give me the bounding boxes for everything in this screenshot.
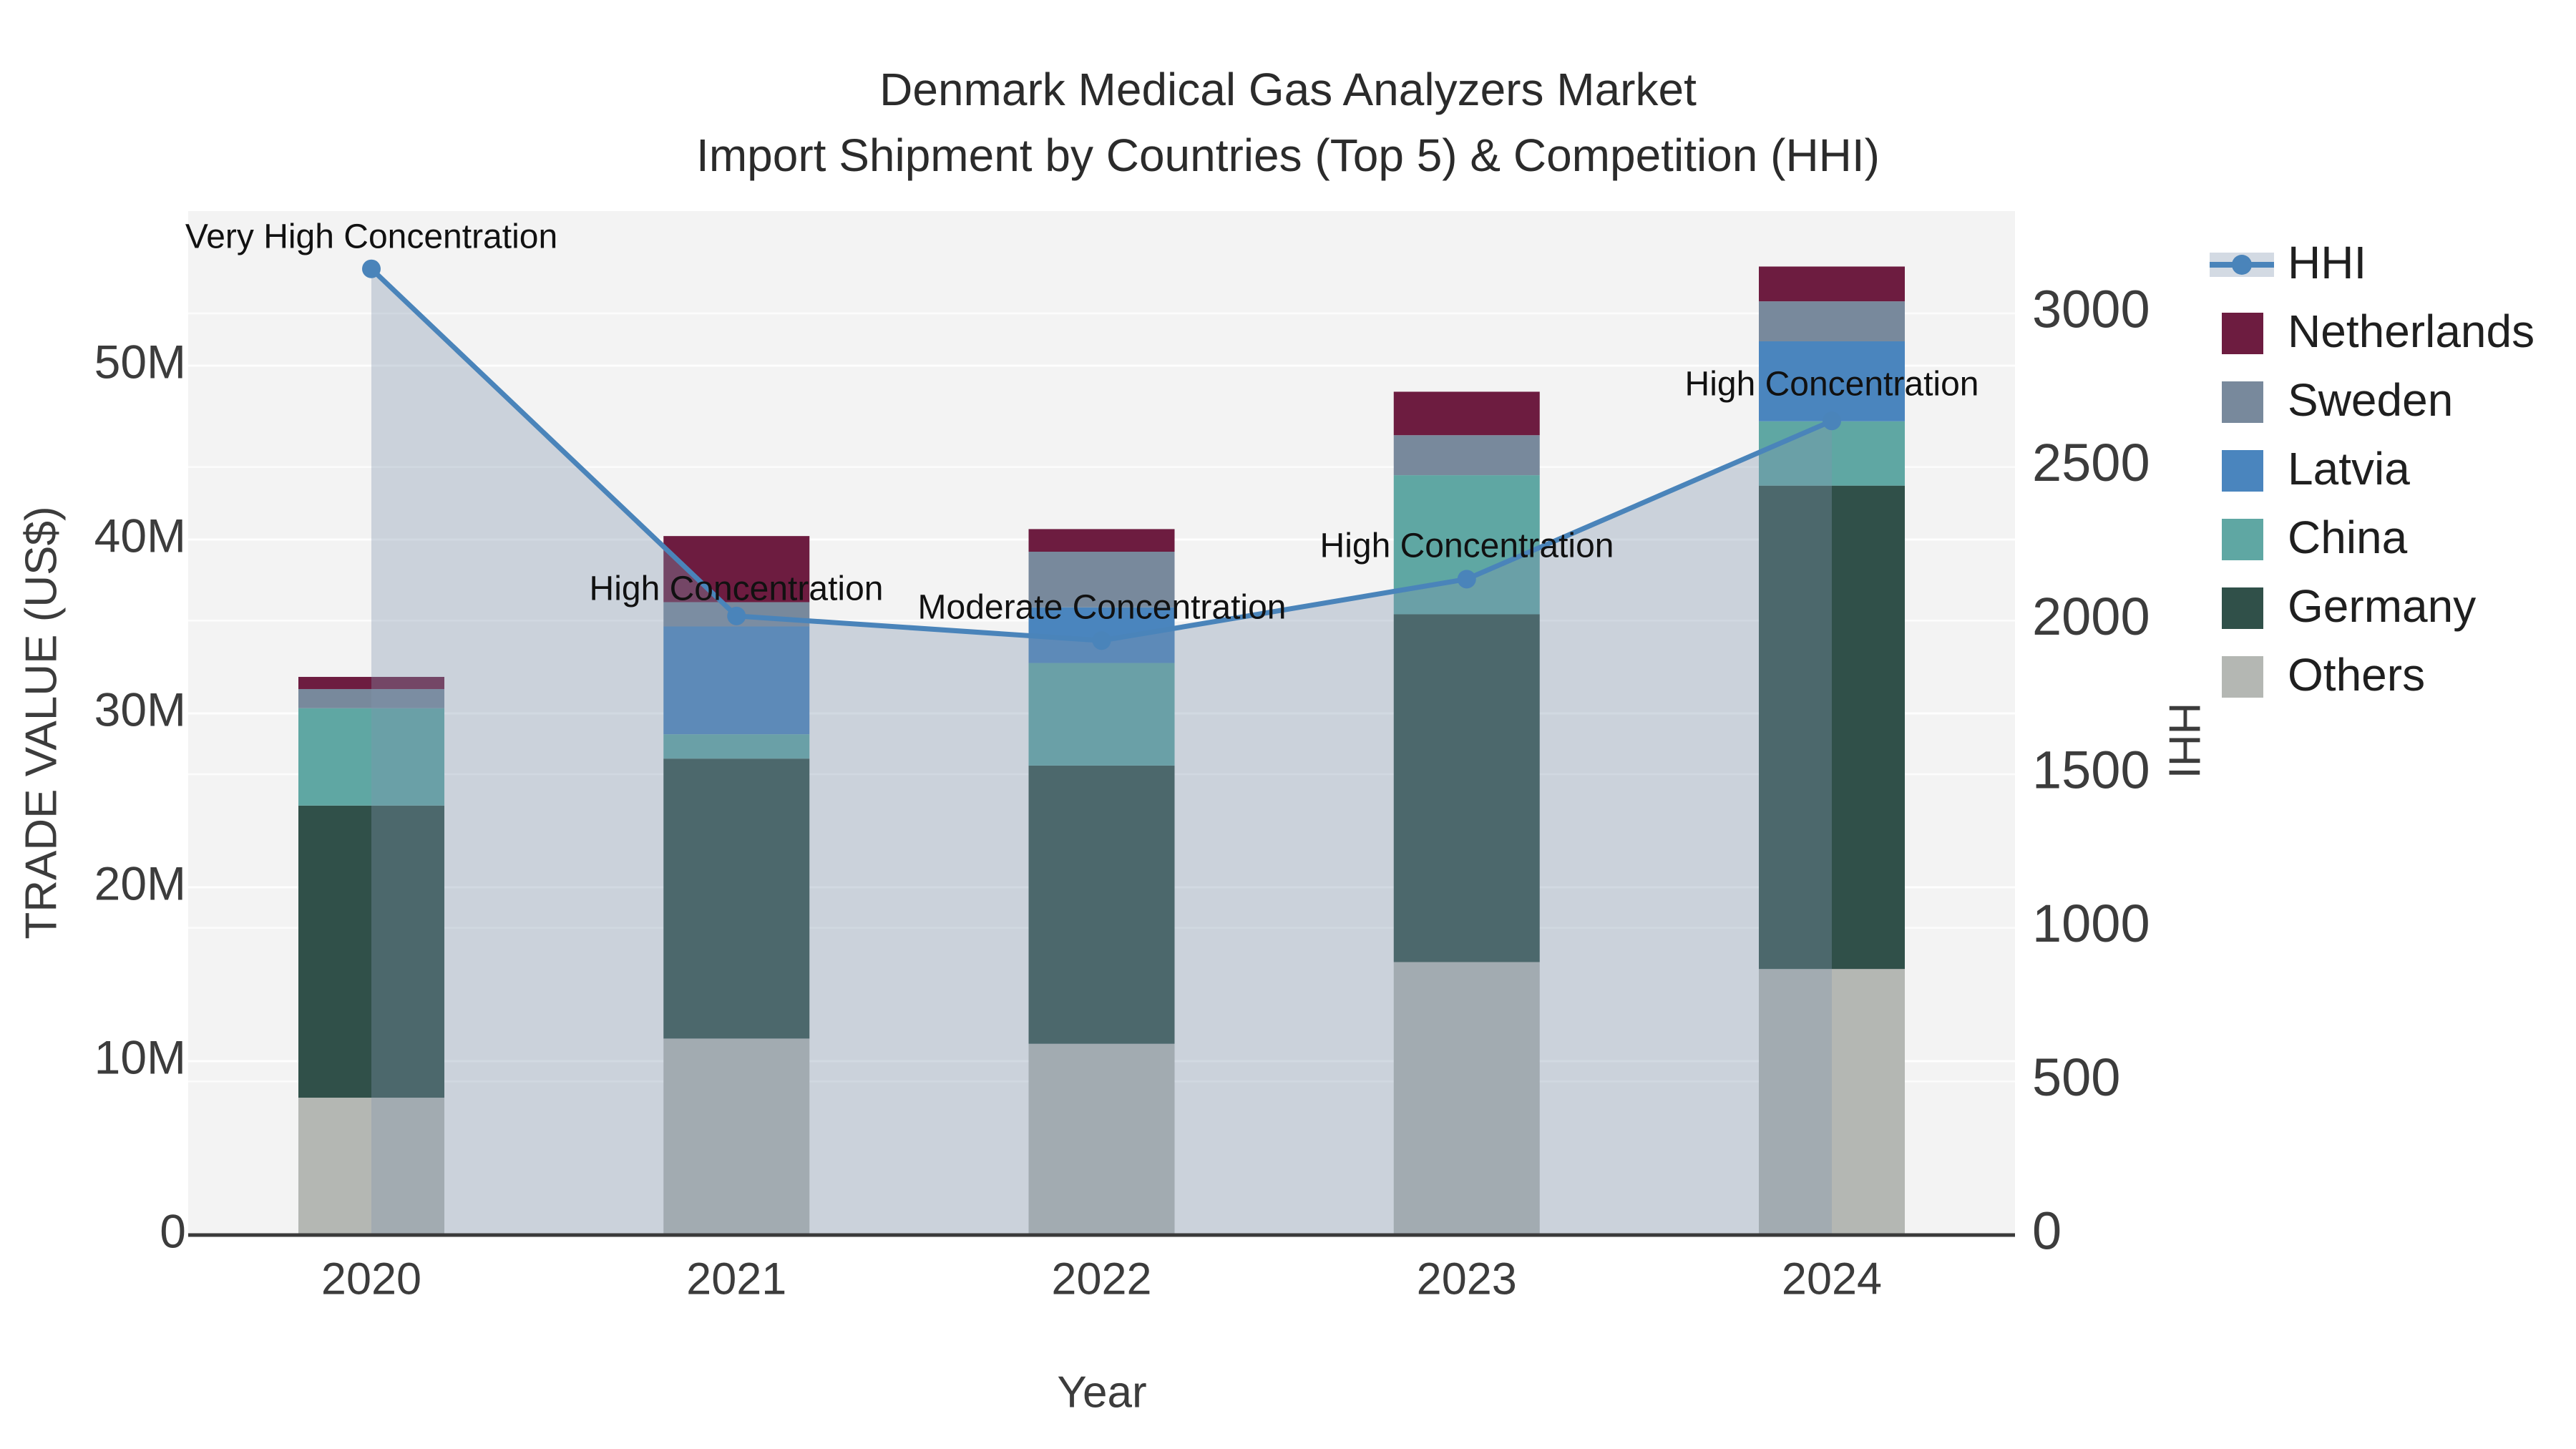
y-right-tick-2000: 2000 <box>2032 587 2150 646</box>
bar-segment-sweden-2020[interactable] <box>298 688 444 708</box>
sweden-swatch <box>2222 381 2263 423</box>
y-left-tick-30M: 30M <box>94 683 186 736</box>
hhi-marker-2020[interactable] <box>362 259 381 278</box>
stacked-bars <box>298 266 1905 1235</box>
bar-segment-latvia-2024[interactable] <box>1759 341 1905 421</box>
annotation-2024: High Concentration <box>1685 366 1979 404</box>
bar-segment-netherlands-2022[interactable] <box>1028 529 1175 552</box>
legend-item-sweden[interactable]: Sweden <box>2222 374 2453 426</box>
hhi-marker-2021[interactable] <box>727 606 746 625</box>
bar-segment-others-2022[interactable] <box>1028 1043 1175 1235</box>
hhi-marker-2023[interactable] <box>1457 570 1476 589</box>
bar-segment-sweden-2024[interactable] <box>1759 301 1905 341</box>
x-tick-2021: 2021 <box>686 1254 786 1304</box>
bar-segment-netherlands-2023[interactable] <box>1393 391 1540 436</box>
y-left-tick-0: 0 <box>160 1204 186 1257</box>
bar-segment-germany-2023[interactable] <box>1393 614 1540 962</box>
y-left-tick-40M: 40M <box>94 509 186 562</box>
x-tick-labels: 2020 2021 2022 2023 2024 <box>321 1254 1882 1304</box>
y-right-tick-labels: 0 500 1000 1500 2000 2500 3000 <box>2032 279 2150 1260</box>
x-tick-2024: 2024 <box>1782 1254 1882 1304</box>
legend: HHI Netherlands Sweden Latvia China Germ… <box>2210 237 2534 701</box>
y-left-tick-10M: 10M <box>94 1030 186 1083</box>
legend-label-china: China <box>2288 512 2408 563</box>
annotation-2023: High Concentration <box>1320 527 1614 565</box>
annotation-2021: High Concentration <box>590 570 884 608</box>
legend-item-hhi[interactable]: HHI <box>2210 237 2366 288</box>
hhi-area-fill <box>371 268 1832 1236</box>
bar-segment-germany-2022[interactable] <box>1028 765 1175 1044</box>
bar-segment-germany-2021[interactable] <box>663 758 810 1039</box>
y-right-axis-title: HHI <box>2160 703 2209 779</box>
legend-item-netherlands[interactable]: Netherlands <box>2222 306 2534 357</box>
bar-segment-china-2024[interactable] <box>1759 421 1905 486</box>
x-tick-2022: 2022 <box>1051 1254 1151 1304</box>
x-tick-2023: 2023 <box>1417 1254 1517 1304</box>
bar-segment-netherlands-2024[interactable] <box>1759 266 1905 302</box>
latvia-swatch <box>2222 450 2263 492</box>
hhi-markers <box>362 259 1841 650</box>
y-right-tick-1500: 1500 <box>2032 741 2150 800</box>
bar-segment-china-2023[interactable] <box>1393 475 1540 615</box>
hhi-marker-2024[interactable] <box>1823 411 1841 431</box>
hhi-marker-2022[interactable] <box>1092 631 1111 650</box>
legend-label-latvia: Latvia <box>2288 443 2410 494</box>
y-right-tick-3000: 3000 <box>2032 279 2150 338</box>
legend-label-hhi: HHI <box>2288 237 2366 288</box>
others-swatch <box>2222 656 2263 698</box>
x-tick-2020: 2020 <box>321 1254 421 1304</box>
y-left-axis-title: TRADE VALUE (US$) <box>16 506 66 939</box>
bar-segment-others-2023[interactable] <box>1393 962 1540 1235</box>
annotation-2022: Moderate Concentration <box>918 589 1287 627</box>
legend-item-china[interactable]: China <box>2222 512 2408 563</box>
y-left-tick-labels: 0 10M 20M 30M 40M 50M <box>94 335 186 1257</box>
y-right-tick-2500: 2500 <box>2032 433 2150 492</box>
chart-title-line2: Import Shipment by Countries (Top 5) & C… <box>696 130 1880 181</box>
bar-segment-germany-2024[interactable] <box>1759 485 1905 970</box>
y-right-tick-0: 0 <box>2032 1201 2062 1261</box>
y-left-tick-50M: 50M <box>94 335 186 388</box>
x-axis-title: Year <box>1057 1367 1146 1417</box>
bar-segment-china-2020[interactable] <box>298 708 444 806</box>
bar-segment-sweden-2022[interactable] <box>1028 552 1175 608</box>
bar-segment-latvia-2021[interactable] <box>663 626 810 735</box>
bar-segment-others-2021[interactable] <box>663 1038 810 1235</box>
hhi-marker-swatch <box>2232 255 2252 275</box>
y-left-tick-20M: 20M <box>94 857 186 909</box>
bar-segment-netherlands-2020[interactable] <box>298 676 444 689</box>
netherlands-swatch <box>2222 313 2263 354</box>
legend-item-germany[interactable]: Germany <box>2222 580 2476 632</box>
y-right-tick-1000: 1000 <box>2032 894 2150 953</box>
legend-item-latvia[interactable]: Latvia <box>2222 443 2410 494</box>
legend-label-netherlands: Netherlands <box>2288 306 2534 357</box>
hhi-area-polygon <box>371 268 1832 1236</box>
chart-title-line1: Denmark Medical Gas Analyzers Market <box>879 64 1697 115</box>
bar-segment-china-2021[interactable] <box>663 734 810 759</box>
china-swatch <box>2222 519 2263 560</box>
bar-segment-others-2020[interactable] <box>298 1098 444 1235</box>
bar-segment-china-2022[interactable] <box>1028 663 1175 766</box>
bar-segment-sweden-2023[interactable] <box>1393 435 1540 476</box>
legend-label-others: Others <box>2288 649 2425 701</box>
legend-label-sweden: Sweden <box>2288 374 2453 426</box>
germany-swatch <box>2222 587 2263 629</box>
y-right-tick-500: 500 <box>2032 1048 2120 1107</box>
legend-item-others[interactable]: Others <box>2222 649 2425 701</box>
legend-label-germany: Germany <box>2288 580 2476 632</box>
bar-segment-others-2024[interactable] <box>1759 969 1905 1235</box>
annotation-2020: Very High Concentration <box>185 218 557 256</box>
bar-segment-germany-2020[interactable] <box>298 805 444 1098</box>
